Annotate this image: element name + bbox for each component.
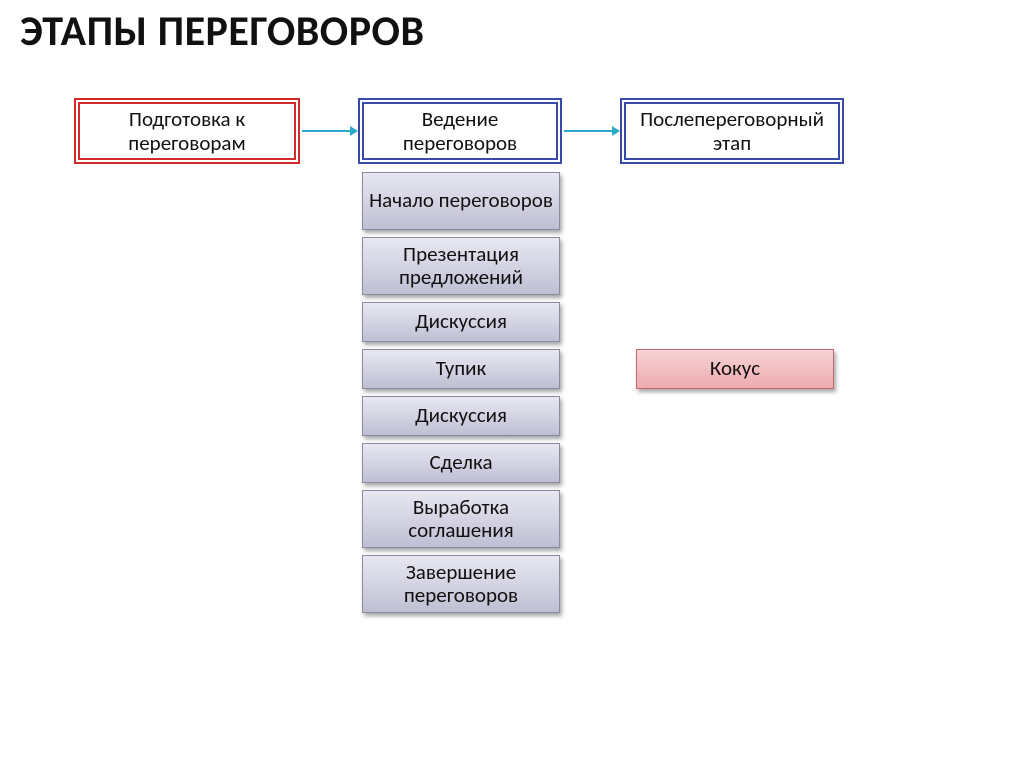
arrow-conduct-to-post	[562, 123, 622, 139]
step-agreement: Выработка соглашения	[362, 490, 560, 548]
step-agreement-label: Выработка соглашения	[367, 496, 555, 542]
caucus-box: Кокус	[636, 349, 834, 389]
step-discuss-1: Дискуссия	[362, 302, 560, 342]
step-discuss-1-label: Дискуссия	[415, 310, 507, 333]
caucus-label: Кокус	[710, 357, 760, 380]
step-deadlock-label: Тупик	[436, 357, 486, 380]
step-start: Начало переговоров	[362, 172, 560, 230]
stage-preparation-label: Подготовка к переговорам	[86, 107, 288, 155]
stage-preparation: Подготовка к переговорам	[74, 98, 300, 164]
step-finish: Завершение переговоров	[362, 555, 560, 613]
arrow-prep-to-conduct	[300, 123, 360, 139]
step-finish-label: Завершение переговоров	[367, 561, 555, 607]
step-start-label: Начало переговоров	[369, 189, 553, 212]
step-deal: Сделка	[362, 443, 560, 483]
stage-conduct: Ведение переговоров	[358, 98, 562, 164]
page-title: ЭТАПЫ ПЕРЕГОВОРОВ	[20, 6, 425, 57]
step-present-label: Презентация предложений	[367, 243, 555, 289]
stage-conduct-label: Ведение переговоров	[370, 107, 550, 155]
step-present: Презентация предложений	[362, 237, 560, 295]
stage-post-label: Послепереговорный этап	[632, 107, 832, 155]
step-deal-label: Сделка	[429, 451, 492, 474]
step-discuss-2: Дискуссия	[362, 396, 560, 436]
step-deadlock: Тупик	[362, 349, 560, 389]
stage-post: Послепереговорный этап	[620, 98, 844, 164]
step-discuss-2-label: Дискуссия	[415, 404, 507, 427]
